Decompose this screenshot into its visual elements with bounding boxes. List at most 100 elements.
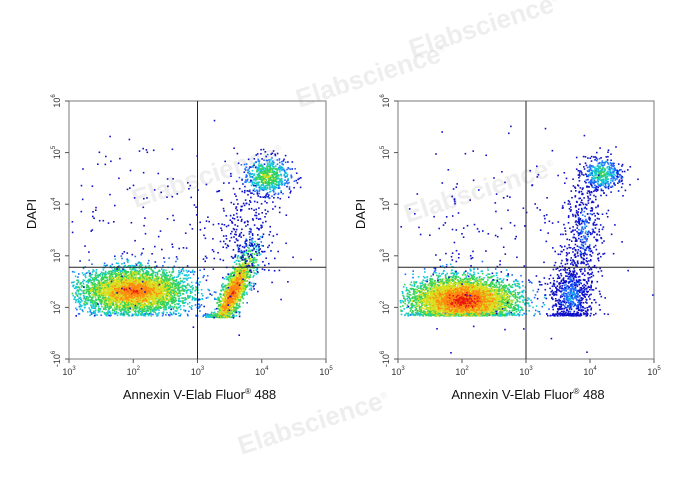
event-dot <box>115 290 117 293</box>
event-dot <box>108 308 110 311</box>
event-dot <box>98 306 100 308</box>
event-dot <box>185 292 188 294</box>
event-dot <box>110 288 113 290</box>
event-dot <box>140 283 142 286</box>
event-dot <box>161 312 164 314</box>
event-dot <box>122 284 125 287</box>
event-dot <box>109 279 111 282</box>
event-dot <box>153 303 155 305</box>
event-dot <box>117 306 120 308</box>
event-dot <box>157 284 160 287</box>
event-dot <box>138 265 141 267</box>
event-dot <box>103 288 105 291</box>
event-dot <box>225 309 228 311</box>
event-dot <box>259 253 262 256</box>
event-dot <box>126 281 129 283</box>
event-dot <box>164 301 167 304</box>
event-dot <box>168 300 170 302</box>
event-dot <box>123 268 126 271</box>
event-dot <box>147 284 150 286</box>
event-dot <box>125 288 128 291</box>
event-dot <box>225 312 228 315</box>
event-dot <box>89 310 92 313</box>
event-dot <box>168 283 170 285</box>
event-dot <box>179 280 182 282</box>
event-dot <box>180 300 182 302</box>
event-dot <box>145 267 147 270</box>
event-dot <box>144 298 147 300</box>
event-dot <box>195 282 198 284</box>
event-dot <box>97 311 100 313</box>
event-dot <box>162 270 164 272</box>
event-dot <box>233 290 236 292</box>
event-dot <box>104 291 106 293</box>
event-dot <box>119 303 122 305</box>
event-dot <box>168 290 170 292</box>
event-dot <box>105 297 107 299</box>
event-dot <box>157 297 160 299</box>
event-dot <box>182 281 185 284</box>
event-dot <box>145 304 148 306</box>
event-dot <box>142 313 145 315</box>
event-dot <box>86 299 89 301</box>
event-dot <box>245 280 247 282</box>
event-dot <box>170 284 172 287</box>
event-dot <box>138 302 141 305</box>
event-dot <box>82 281 84 283</box>
event-dot <box>152 272 154 275</box>
event-dot <box>117 275 119 278</box>
event-dot <box>185 269 188 272</box>
event-dot <box>179 292 181 295</box>
event-dot <box>140 306 142 309</box>
event-dot <box>131 293 134 296</box>
event-dot <box>221 288 224 291</box>
event-dot <box>79 304 82 306</box>
event-dot <box>89 314 91 317</box>
event-dot <box>123 278 126 280</box>
event-dot <box>103 311 106 314</box>
event-dot <box>145 279 148 282</box>
event-dot <box>84 275 87 277</box>
event-dot <box>124 293 126 295</box>
event-dot <box>137 314 139 316</box>
event-dot <box>101 293 103 296</box>
event-dot <box>243 290 245 292</box>
event-dot <box>225 295 228 297</box>
event-dot <box>113 300 115 302</box>
event-dot <box>161 268 163 270</box>
event-dot <box>118 301 121 303</box>
event-dot <box>145 312 148 314</box>
event-dot <box>90 312 93 314</box>
event-dot <box>174 297 177 300</box>
event-dot <box>87 284 89 287</box>
event-dot <box>127 296 129 299</box>
event-dot <box>120 297 122 299</box>
event-dot <box>120 255 123 257</box>
event-dot <box>138 281 140 283</box>
event-dot <box>83 289 86 292</box>
event-dot <box>93 270 95 272</box>
event-dot <box>80 298 83 300</box>
event-dot <box>78 300 81 303</box>
event-dot <box>193 271 196 273</box>
event-dot <box>131 306 133 309</box>
event-dot <box>147 298 149 301</box>
event-dot <box>124 264 126 267</box>
event-dot <box>191 297 194 299</box>
event-dot <box>87 286 90 288</box>
event-dot <box>207 296 209 299</box>
event-dot <box>110 285 112 288</box>
event-dot <box>121 308 124 310</box>
event-dot <box>109 265 112 267</box>
event-dot <box>109 315 112 317</box>
event-dot <box>116 314 119 317</box>
event-dot <box>166 286 168 288</box>
event-dot <box>168 288 171 290</box>
event-dot <box>97 288 100 290</box>
event-dot <box>200 304 203 306</box>
event-dot <box>152 288 154 290</box>
event-dot <box>107 297 110 299</box>
event-dot <box>218 313 220 315</box>
event-dot <box>118 289 121 292</box>
event-dot <box>94 304 97 306</box>
